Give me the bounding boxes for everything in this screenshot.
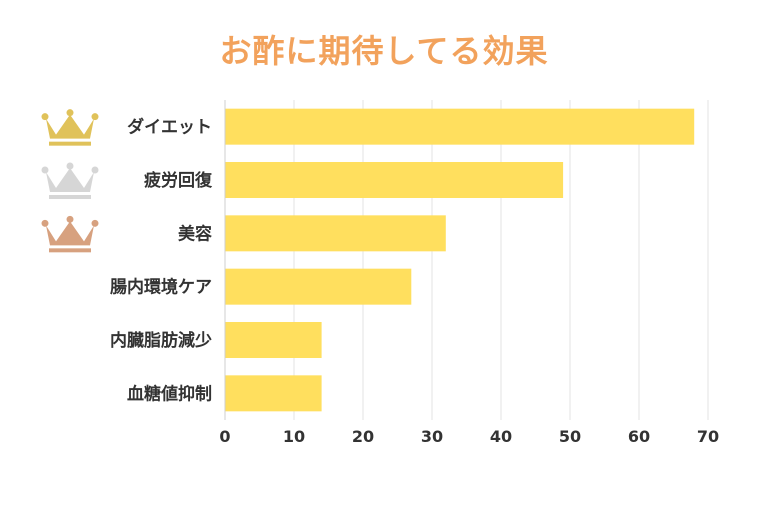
x-tick-label: 60	[628, 427, 650, 446]
x-tick-label: 30	[421, 427, 443, 446]
x-tick-label: 10	[283, 427, 305, 446]
x-tick-label: 0	[219, 427, 230, 446]
crown-group	[41, 109, 99, 253]
bar	[225, 322, 322, 358]
category-label: 美容	[178, 223, 212, 244]
category-label: ダイエット	[127, 117, 212, 138]
x-tick-label: 40	[490, 427, 512, 446]
bar	[225, 108, 695, 145]
silver-crown-icon	[41, 162, 99, 199]
category-label: 血糖値抑制	[127, 383, 212, 404]
bar	[225, 268, 412, 305]
bar-group	[225, 108, 695, 412]
category-label: 内臓脂肪減少	[110, 330, 212, 351]
bar	[225, 215, 446, 252]
gold-crown-icon	[41, 109, 99, 146]
chart-title: お酢に期待してる効果	[219, 32, 549, 70]
bar	[225, 375, 322, 412]
bar	[225, 162, 564, 198]
x-tick-label: 50	[559, 427, 581, 446]
bronze-crown-icon	[41, 215, 99, 253]
category-label: 腸内環境ケア	[110, 277, 212, 298]
x-tick-labels: 0 10 20 30 40 50 60 70	[219, 427, 719, 446]
x-tick-label: 70	[697, 427, 719, 446]
grid-lines	[293, 100, 709, 420]
x-tick-label: 20	[352, 427, 374, 446]
category-label: 疲労回復	[144, 170, 213, 191]
